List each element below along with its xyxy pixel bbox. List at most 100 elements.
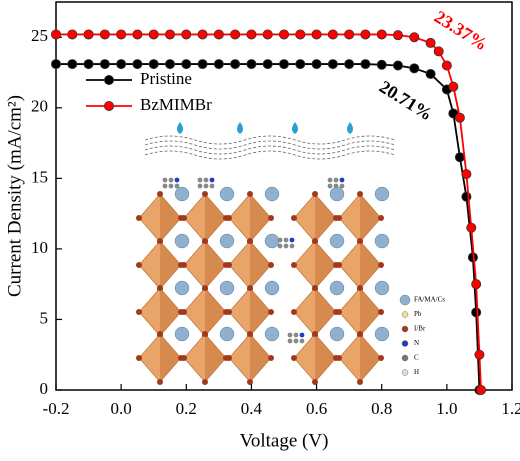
halide-atom <box>268 309 274 315</box>
data-point <box>311 59 322 70</box>
molecule-atom <box>197 177 203 183</box>
a-cation <box>174 186 190 202</box>
a-cation <box>374 280 390 296</box>
y-tick-label: 5 <box>40 308 49 327</box>
drop <box>237 122 243 134</box>
inset-legend-label: FA/MA/Cs <box>414 296 445 304</box>
data-point <box>148 29 159 40</box>
octahedron-face <box>360 334 381 382</box>
data-point <box>116 29 127 40</box>
molecule-atom <box>209 183 215 189</box>
octahedron-face <box>250 241 271 289</box>
halide-atom <box>378 215 384 221</box>
molecule-atom <box>203 183 209 189</box>
data-point <box>132 29 143 40</box>
a-cation <box>329 186 345 202</box>
molecule-atom <box>162 183 168 189</box>
halide-atom <box>268 262 274 268</box>
data-point <box>471 279 482 290</box>
inset-legend-icon <box>401 369 409 376</box>
a-cation <box>219 186 235 202</box>
data-point <box>476 384 487 395</box>
data-point <box>51 29 62 40</box>
molecule-atom <box>287 338 293 344</box>
halide-atom <box>202 191 208 197</box>
legend-marker <box>104 75 115 86</box>
data-point <box>230 29 241 40</box>
inset-legend-label: N <box>414 339 419 347</box>
solvent-wave <box>144 150 396 160</box>
solvent-wave <box>144 140 396 150</box>
inset-legend-label: I/Br <box>414 325 426 333</box>
data-point <box>454 152 465 163</box>
octahedron-face <box>250 334 271 382</box>
data-point <box>197 29 208 40</box>
data-point <box>461 169 472 180</box>
halide-atom <box>357 331 363 337</box>
data-point <box>51 59 62 70</box>
halide-atom <box>202 379 208 385</box>
halide-atom <box>136 355 142 361</box>
data-point <box>327 59 338 70</box>
plot-frame <box>55 1 513 391</box>
halide-atom <box>268 355 274 361</box>
data-point <box>148 59 159 70</box>
halide-atom <box>291 355 297 361</box>
halide-atom <box>312 379 318 385</box>
molecule-atom <box>168 177 174 183</box>
drop <box>292 122 298 134</box>
halide-atom <box>378 355 384 361</box>
data-point <box>295 59 306 70</box>
halide-atom <box>247 285 253 291</box>
inset-legend-label: C <box>414 354 419 362</box>
octahedron-face <box>205 194 226 242</box>
data-point <box>466 222 477 233</box>
data-point <box>116 59 127 70</box>
halide-atom <box>226 262 232 268</box>
molecule-atom <box>283 243 289 249</box>
a-cation <box>174 233 190 249</box>
y-tick-label: 15 <box>31 167 48 186</box>
octahedron-face <box>315 288 336 336</box>
molecule-atom <box>293 332 299 338</box>
data-point <box>376 59 387 70</box>
octahedron-face <box>205 288 226 336</box>
halide-atom <box>357 238 363 244</box>
inset-legend-icon <box>401 325 409 333</box>
data-point <box>262 59 273 70</box>
data-point <box>376 29 387 40</box>
halide-atom <box>336 309 342 315</box>
data-point <box>262 29 273 40</box>
a-cation <box>374 233 390 249</box>
y-tick-label: 0 <box>40 379 49 398</box>
data-point <box>360 29 371 40</box>
data-point <box>425 37 436 48</box>
data-point <box>213 59 224 70</box>
octahedron-face <box>315 241 336 289</box>
inset-illustration: FA/MA/Cs Pb I/Br NCH <box>136 122 445 385</box>
molecule-atom <box>327 177 333 183</box>
molecule-atom <box>293 338 299 344</box>
data-point <box>132 59 143 70</box>
legend-label: BzMIMBr <box>140 95 212 114</box>
halide-atom <box>226 309 232 315</box>
halide-atom <box>312 331 318 337</box>
legend-label: Pristine <box>140 69 192 88</box>
x-tick-label: 0.0 <box>111 399 132 418</box>
halide-atom <box>312 238 318 244</box>
octahedron-face <box>205 334 226 382</box>
y-tick-label: 10 <box>31 238 48 257</box>
molecule-atom <box>339 183 345 189</box>
molecule-atom <box>162 177 168 183</box>
data-point <box>454 112 465 123</box>
halide-atom <box>378 309 384 315</box>
halide-atom <box>291 215 297 221</box>
solvent-wave <box>144 145 396 155</box>
molecule-atom <box>277 243 283 249</box>
halide-atom <box>181 355 187 361</box>
data-point <box>197 59 208 70</box>
octahedron-face <box>315 334 336 382</box>
halide-atom <box>268 215 274 221</box>
halide-atom <box>157 285 163 291</box>
